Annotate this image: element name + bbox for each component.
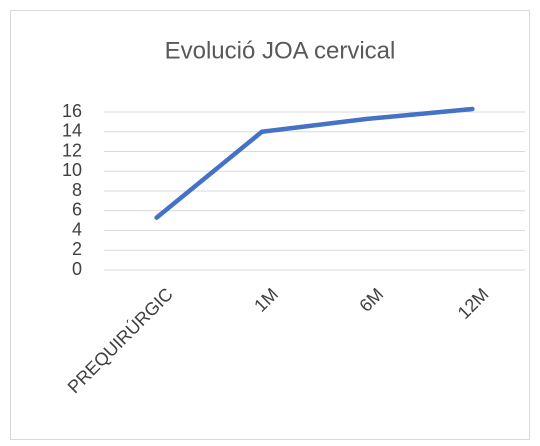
y-tick-label: 8 [72, 180, 82, 200]
y-tick-label: 10 [62, 160, 82, 180]
data-line [154, 106, 475, 220]
chart-title: Evolució JOA cervical [165, 37, 396, 64]
y-tick-label: 2 [72, 239, 82, 259]
y-tick-label: 0 [72, 259, 82, 279]
y-tick-label: 12 [62, 140, 82, 160]
y-tick-label: 16 [62, 101, 82, 121]
y-tick-label: 6 [72, 200, 82, 220]
y-tick-label: 14 [62, 121, 82, 141]
chart-border [10, 10, 530, 440]
y-tick-label: 4 [72, 219, 82, 239]
